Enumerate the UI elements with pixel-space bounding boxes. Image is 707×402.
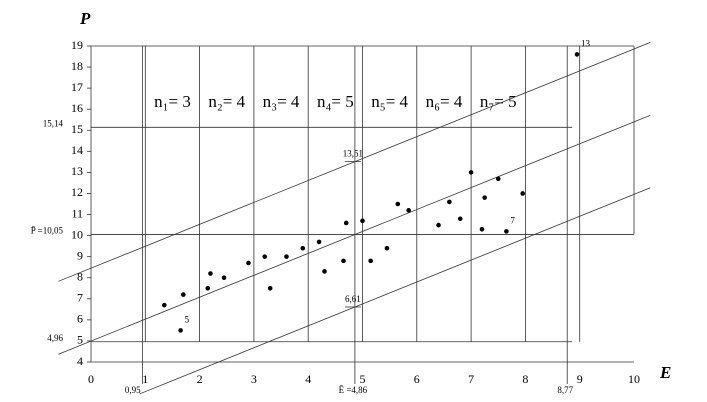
point <box>322 269 327 274</box>
point <box>384 245 390 251</box>
point <box>205 285 211 291</box>
y-tick-label: 9 <box>77 248 83 262</box>
y-tick-label: 12 <box>71 185 83 199</box>
point <box>520 191 525 196</box>
interval-label: n₇= 5 <box>480 92 517 111</box>
point <box>395 201 401 207</box>
x-tick-label: 1 <box>142 372 148 386</box>
point <box>300 245 306 251</box>
y-tick-label: 8 <box>77 269 83 283</box>
y-tick-label: 19 <box>71 38 83 52</box>
point <box>368 258 373 264</box>
point <box>262 254 268 259</box>
y-tick-label: 14 <box>71 143 83 157</box>
y-tick-label: 18 <box>71 59 83 73</box>
point <box>178 328 183 333</box>
point <box>221 275 227 281</box>
interval-label: n₂= 4 <box>208 92 245 111</box>
special-y-label: 15,14 <box>43 118 64 128</box>
point <box>246 260 251 266</box>
point <box>316 239 322 245</box>
y-tick-label: 11 <box>71 206 83 220</box>
point <box>468 170 474 175</box>
interval-label: n₃= 4 <box>263 92 300 111</box>
special-y-label: P̄ =10,05 <box>31 226 64 236</box>
y-tick-label: 7 <box>77 291 83 305</box>
y-tick-label: 10 <box>71 227 83 241</box>
x-tick-label: 6 <box>414 372 420 386</box>
y-tick-label: 5 <box>77 333 83 347</box>
point <box>406 208 411 213</box>
point <box>162 302 167 308</box>
point <box>284 254 289 259</box>
point <box>343 220 349 226</box>
x-tick-label: 3 <box>251 372 257 386</box>
point <box>436 222 441 228</box>
point <box>574 52 580 57</box>
regression-line <box>58 42 651 282</box>
x-tick-label: 9 <box>577 372 583 386</box>
regression-line <box>139 187 651 395</box>
interval-label: n₆= 4 <box>426 92 463 111</box>
point <box>504 229 509 234</box>
point-label: 7 <box>510 215 515 225</box>
point <box>495 176 501 182</box>
special-x-label: 0,95 <box>125 385 141 395</box>
y-tick-label: 4 <box>77 354 83 368</box>
point <box>457 216 463 222</box>
interval-label: n₅= 4 <box>371 92 408 111</box>
point <box>208 271 213 276</box>
x-tick-label: 10 <box>628 372 640 386</box>
point <box>447 199 452 205</box>
point-label: 13 <box>581 38 591 48</box>
point-label: 5 <box>185 314 190 324</box>
y-tick-label: 13 <box>71 164 83 178</box>
y-tick-label: 6 <box>77 312 83 326</box>
line-label: 13,51 <box>343 149 363 159</box>
point <box>479 226 485 232</box>
x-tick-label: 8 <box>522 372 528 386</box>
special-x-label: 8,77 <box>557 385 573 395</box>
point <box>341 258 346 264</box>
special-y-label: 4,96 <box>47 333 63 343</box>
interval-label: n₁= 3 <box>154 92 191 111</box>
x-tick-label: 2 <box>197 372 203 386</box>
point <box>482 195 487 200</box>
regression-lines <box>58 42 651 395</box>
x-tick-label: 4 <box>305 372 311 386</box>
line-label: 6,61 <box>345 294 361 304</box>
y-tick-label: 16 <box>71 101 83 115</box>
point <box>360 218 365 224</box>
x-tick-label: 0 <box>88 372 94 386</box>
y-tick-label: 15 <box>71 122 83 136</box>
interval-label: n₄= 5 <box>317 92 354 111</box>
special-x-label: Ē =4,86 <box>339 385 368 395</box>
y-tick-label: 17 <box>71 80 83 94</box>
point <box>181 292 186 297</box>
point <box>267 285 273 291</box>
x-tick-label: 7 <box>468 372 474 386</box>
regression-line <box>58 114 651 355</box>
x-axis-label: E <box>659 363 671 382</box>
x-tick-label: 5 <box>360 372 366 386</box>
y-axis-label: P <box>79 9 91 28</box>
